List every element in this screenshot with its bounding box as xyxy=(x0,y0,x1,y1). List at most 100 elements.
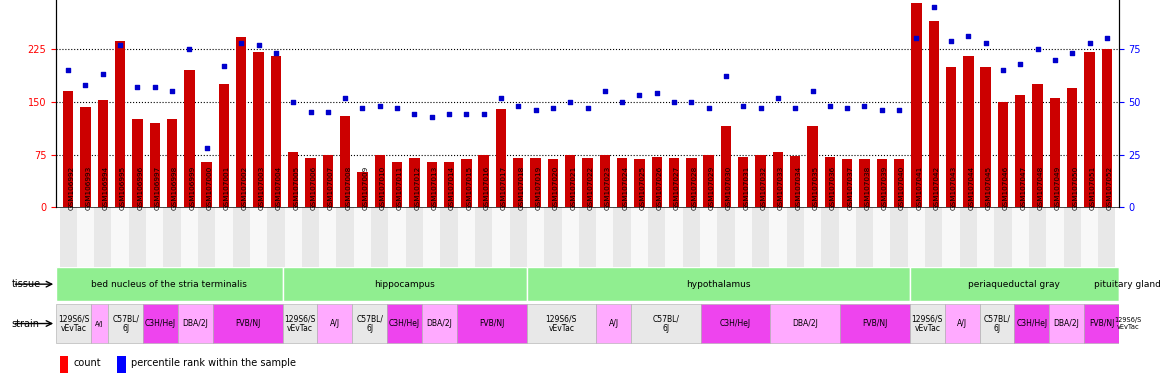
Text: GSM107006: GSM107006 xyxy=(311,166,317,210)
Bar xyxy=(1029,207,1047,267)
Text: GSM107017: GSM107017 xyxy=(501,166,507,210)
Point xyxy=(527,107,545,113)
Point xyxy=(1045,56,1064,63)
Text: C3H/HeJ: C3H/HeJ xyxy=(145,319,176,328)
Bar xyxy=(613,207,631,267)
Bar xyxy=(1101,49,1112,207)
Text: GSM107013: GSM107013 xyxy=(432,166,438,210)
Point xyxy=(855,103,874,109)
Bar xyxy=(925,207,943,267)
Bar xyxy=(840,304,910,343)
Text: GSM107028: GSM107028 xyxy=(691,166,697,210)
Bar xyxy=(700,207,717,267)
Bar xyxy=(288,152,298,207)
Bar xyxy=(946,66,957,207)
Bar xyxy=(821,207,839,267)
Point xyxy=(76,82,95,88)
Point xyxy=(180,46,199,52)
Text: A/J: A/J xyxy=(329,319,340,328)
Bar xyxy=(686,158,696,207)
Bar xyxy=(81,107,91,207)
Text: percentile rank within the sample: percentile rank within the sample xyxy=(131,358,296,368)
Bar xyxy=(423,207,440,267)
Bar xyxy=(1119,304,1136,343)
Bar xyxy=(128,207,146,267)
Point xyxy=(232,40,251,46)
Text: GSM107004: GSM107004 xyxy=(276,166,281,210)
Bar xyxy=(319,207,336,267)
Bar xyxy=(117,356,126,373)
Bar xyxy=(405,207,423,267)
Text: 129S6/S
vEvTac: 129S6/S vEvTac xyxy=(284,314,315,333)
Bar xyxy=(842,159,853,207)
Text: GSM107011: GSM107011 xyxy=(397,166,403,210)
Point xyxy=(284,99,303,105)
Bar xyxy=(721,126,731,207)
Text: GSM107000: GSM107000 xyxy=(207,166,213,210)
Bar xyxy=(253,53,264,207)
Bar xyxy=(527,304,596,343)
Point xyxy=(924,3,943,10)
Text: GSM107051: GSM107051 xyxy=(1090,166,1096,210)
Bar xyxy=(752,207,770,267)
Bar xyxy=(1098,207,1115,267)
Bar xyxy=(911,3,922,207)
Bar xyxy=(271,56,281,207)
Point xyxy=(111,42,130,48)
Bar xyxy=(1084,53,1094,207)
Text: GSM107023: GSM107023 xyxy=(605,166,611,210)
Text: strain: strain xyxy=(12,318,40,329)
Text: GSM107009: GSM107009 xyxy=(362,166,368,210)
Bar xyxy=(199,207,215,267)
Bar xyxy=(1084,304,1119,343)
Text: GSM106993: GSM106993 xyxy=(85,166,91,210)
Bar xyxy=(703,155,714,207)
Text: C57BL/
6J: C57BL/ 6J xyxy=(983,314,1010,333)
Bar xyxy=(236,37,246,207)
Text: GSM107031: GSM107031 xyxy=(743,166,750,210)
Text: C3H/HeJ: C3H/HeJ xyxy=(1016,319,1048,328)
Point xyxy=(266,50,285,56)
Text: GSM107050: GSM107050 xyxy=(1072,166,1078,210)
Bar xyxy=(60,356,68,373)
Bar xyxy=(562,207,579,267)
Text: FVB/NJ: FVB/NJ xyxy=(479,319,505,328)
Bar xyxy=(215,207,232,267)
Point xyxy=(301,109,320,115)
Bar xyxy=(527,267,910,301)
Bar xyxy=(426,162,437,207)
Bar xyxy=(634,159,645,207)
Bar xyxy=(1047,207,1064,267)
Text: GSM107027: GSM107027 xyxy=(674,166,680,210)
Bar xyxy=(960,207,976,267)
Text: GSM107048: GSM107048 xyxy=(1037,166,1043,210)
Bar xyxy=(371,207,389,267)
Bar xyxy=(283,267,527,301)
Bar xyxy=(144,304,178,343)
Bar xyxy=(910,267,1119,301)
Point xyxy=(215,63,234,69)
Point xyxy=(388,105,406,111)
Point xyxy=(647,90,666,96)
Bar xyxy=(1033,84,1043,207)
Point xyxy=(319,109,338,115)
Bar xyxy=(583,158,592,207)
Point xyxy=(197,145,216,151)
Point xyxy=(336,94,355,101)
Text: GSM107044: GSM107044 xyxy=(968,166,974,210)
Bar xyxy=(980,304,1014,343)
Bar xyxy=(945,304,980,343)
Bar xyxy=(544,207,562,267)
Point xyxy=(1028,46,1047,52)
Bar xyxy=(929,21,939,207)
Point xyxy=(908,35,926,41)
Text: GSM107049: GSM107049 xyxy=(1055,166,1061,210)
Text: C57BL/
6J: C57BL/ 6J xyxy=(112,314,139,333)
Point xyxy=(941,37,960,43)
Bar xyxy=(95,207,111,267)
Point xyxy=(872,107,891,113)
Point xyxy=(162,88,181,94)
Text: GSM107026: GSM107026 xyxy=(656,166,662,210)
Bar xyxy=(666,207,683,267)
Text: GSM107034: GSM107034 xyxy=(795,166,801,210)
